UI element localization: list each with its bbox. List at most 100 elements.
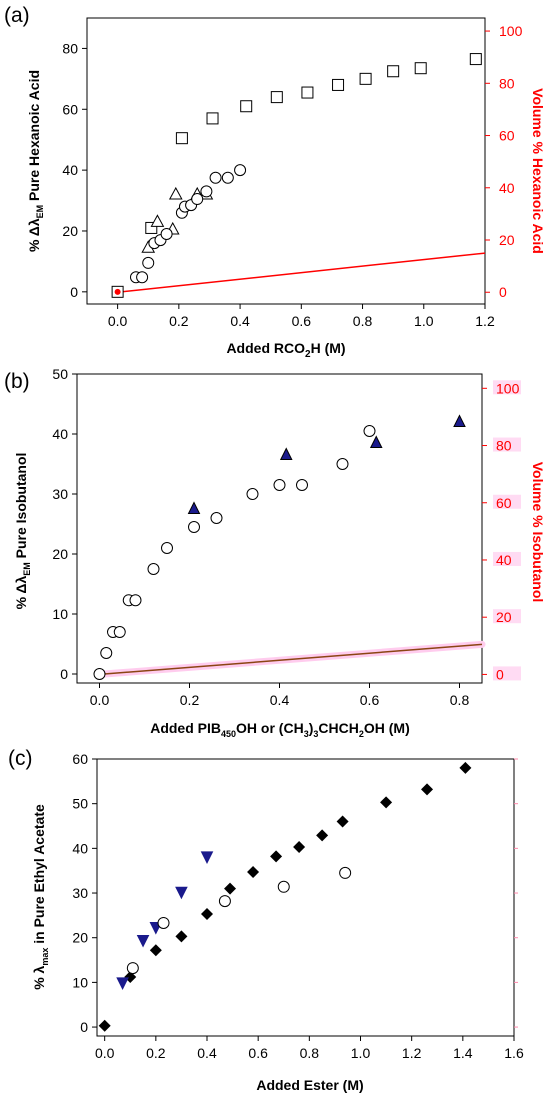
panel-a-square-point <box>332 78 345 91</box>
panel-a-yl-sub: EM <box>35 205 45 219</box>
panel-a-y-right-tick-label: 40 <box>499 180 515 196</box>
panel-a-y-right-title: Volume % Hexanoic Acid <box>530 88 546 254</box>
panel-c-y-tick-label: 30 <box>72 885 88 901</box>
panel-c-circle-point <box>218 895 231 908</box>
panel-a-square-point <box>414 62 427 75</box>
panel-a-square-point <box>387 65 400 78</box>
panel-a-y-tick-label: 60 <box>62 101 78 117</box>
panel-b-xt-d: CHCH <box>318 720 358 736</box>
panel-a-y-left-title: % ΔλEM Pure Hexanoic Acid <box>26 70 45 252</box>
panel-c-yl-sub: max <box>40 948 50 966</box>
panel-b-y-tick-label: 10 <box>52 606 68 622</box>
panel-b-y-right-tick-label: 80 <box>496 438 512 454</box>
panel-b-x-tick-label: 0.2 <box>180 692 200 708</box>
panel-b-circle-point <box>113 626 126 638</box>
panel-b-y-tick-label: 50 <box>52 366 68 382</box>
panel-c-diamond-point <box>459 761 472 774</box>
panel-b-x-tick-label: 0.8 <box>450 692 470 708</box>
panel-b-yl-sub: EM <box>22 562 32 576</box>
panel-c-triangle-down-point <box>136 934 150 948</box>
panel-b-xt-c-sub: 3 <box>313 729 318 739</box>
panel-b-plot-frame <box>76 373 483 684</box>
panel-a-x-axis-title: Added RCO2H (M) <box>226 340 345 360</box>
panel-b-y-right-tick-label: 60 <box>496 495 512 511</box>
panel-a-triangle-point <box>168 186 183 200</box>
panel-c-y-tick-label: 0 <box>80 1019 88 1035</box>
panel-b-reference-line <box>99 643 483 676</box>
panel-b-triangle-filled-point <box>369 435 383 448</box>
panel-c-y-tick-label: 40 <box>72 840 88 856</box>
panel-b-y-right-label-highlight <box>493 609 521 624</box>
panel-a-square-point <box>359 72 372 85</box>
panel-b-xt-d-sub: 2 <box>359 729 364 739</box>
panel-c-x-tick-label: 1.2 <box>402 1045 422 1061</box>
panel-a-x-title-tail: H (M) <box>311 340 346 356</box>
panel-b-circle-point <box>296 479 308 491</box>
panel-b-xt-b-sub: 3 <box>304 729 309 739</box>
panel-c-diamond-point <box>270 850 283 863</box>
panel-c-yl-main: % λ <box>31 965 47 989</box>
panel-c-y-left-title: % λmax in Pure Ethyl Acetate <box>31 804 50 990</box>
panel-b-circle-point <box>210 512 223 524</box>
panel-b-circle-point <box>273 479 286 491</box>
panel-b-y-right-label-highlight <box>493 494 521 509</box>
panel-a-circle-point <box>160 228 173 241</box>
panel-b-x-axis-title: Added PIB450OH or (CH3)3CHCH2OH (M) <box>150 720 410 739</box>
panel-b-y-left-title: % ΔλEM Pure Isobutanol <box>13 453 32 610</box>
panel-b-marks: 0.0 0.2 0.4 0.6 0.8 0 10 20 30 40 50 0 20 40 60 80 100 <box>52 366 521 708</box>
panel-b-triangle-filled-point <box>453 414 466 427</box>
panel-b-triangle-filled-point <box>279 447 293 460</box>
panel-a-triangle-point <box>150 214 165 227</box>
panel-c: (c) 0.0 0.2 0.4 0.6 0.8 1.0 1.2 1.4 1.6 0 10 20 30 40… <box>8 747 524 1093</box>
panel-c-diamond-point <box>201 908 214 921</box>
panel-c-diamond-point <box>380 796 393 809</box>
panel-a-x-title-main: Added RCO <box>226 340 305 356</box>
panel-a-yl-tail: Pure Hexanoic Acid <box>26 70 42 205</box>
panel-a-square-point <box>270 91 283 104</box>
panel-c-diamond-point <box>336 815 349 828</box>
panel-c-circle-point <box>157 916 170 929</box>
panel-c-diamond-point <box>421 783 434 796</box>
panel-a-x-tick-label: 0.0 <box>108 313 128 329</box>
panel-b-xt-b: OH or (CH <box>236 720 304 736</box>
panel-c-x-tick-label: 0.0 <box>95 1045 115 1061</box>
panel-b-circle-point <box>93 668 106 680</box>
panel-b-circle-point <box>129 594 142 607</box>
panel-c-yl-tail: in Pure Ethyl Acetate <box>31 804 47 948</box>
panel-b-y-right-label-highlight <box>493 666 521 681</box>
panel-b-y-right-tick-label: 100 <box>496 380 520 396</box>
panel-b-circle-point <box>246 488 259 500</box>
panel-a-square-point <box>240 100 253 113</box>
panel-c-diamond-point <box>316 829 329 842</box>
panel-a-x-tick-label: 0.8 <box>353 313 373 329</box>
panel-c-circle-point <box>126 962 139 975</box>
panel-a-y-tick-label: 40 <box>62 162 78 178</box>
panel-c-marks: 0.0 0.2 0.4 0.6 0.8 1.0 1.2 1.4 1.6 0 10 20 30 40 50 60 <box>72 751 524 1061</box>
panel-a-red-dot-point <box>114 288 121 295</box>
panel-a-reference-line <box>117 252 486 293</box>
panel-a-x-tick-label: 1.0 <box>414 313 434 329</box>
panel-b-y-tick-label: 30 <box>52 486 68 502</box>
panel-b-xt-e: OH (M) <box>364 720 410 736</box>
panel-a-plot-frame <box>86 17 486 305</box>
panel-a-y-right-tick-label: 100 <box>499 23 523 39</box>
panel-a-marks: 0.0 0.2 0.4 0.6 0.8 1.0 1.20204060800204060801… <box>62 23 522 329</box>
panel-c-diamond-point <box>98 1019 111 1032</box>
panel-b-y-right-label-highlight <box>493 551 521 566</box>
panel-a-yl-main: % Δλ <box>26 218 42 252</box>
panel-a-y-right-tick-label: 20 <box>499 232 515 248</box>
panel-b-x-tick-label: 0.0 <box>90 692 110 708</box>
panel-c-y-tick-label: 60 <box>72 751 88 767</box>
panel-b-y-right-tick-label: 40 <box>496 552 512 568</box>
panel-b-x-tick-label: 0.4 <box>270 692 290 708</box>
panel-a-square-point <box>175 132 188 145</box>
panel-c-diamond-point <box>175 930 188 943</box>
panel-c-x-tick-label: 1.0 <box>351 1045 371 1061</box>
panel-c-plot-frame <box>96 758 515 1037</box>
panel-a: (a) 0.0 0.2 0.4 0.6 0.8 1.0 1.2020406080020406… <box>4 4 546 360</box>
panel-a-y-tick-label: 80 <box>62 40 78 56</box>
panel-b-y-right-label-highlight <box>493 437 521 452</box>
panel-b-circle-point <box>100 647 113 659</box>
panel-b: (b) 0.0 0.2 0.4 0.6 0.8 0 10 20 30 40 50 0 20 40 60 80 1… <box>4 366 546 739</box>
